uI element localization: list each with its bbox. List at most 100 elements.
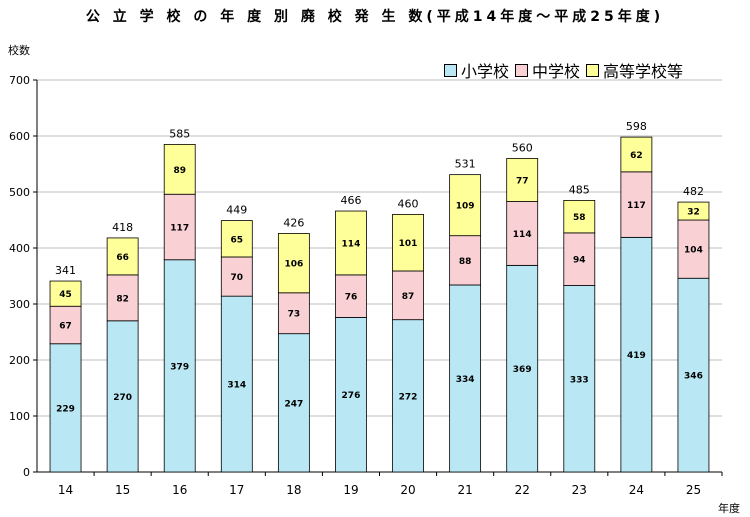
y-tick-label: 600 <box>9 130 30 143</box>
data-label-elementary: 333 <box>570 375 589 385</box>
total-label: 460 <box>398 197 419 210</box>
data-label-high-school: 101 <box>399 239 418 249</box>
total-label: 482 <box>683 185 704 198</box>
total-label: 560 <box>512 141 533 154</box>
x-tick-label: 18 <box>286 483 301 497</box>
y-tick-label: 100 <box>9 410 30 423</box>
bar-high-school <box>49 280 82 307</box>
x-tick-label: 25 <box>686 483 701 497</box>
y-tick-label: 200 <box>9 354 30 367</box>
x-tick-label: 17 <box>229 483 244 497</box>
data-label-junior-high: 104 <box>684 246 703 256</box>
data-label-elementary: 419 <box>627 351 646 361</box>
data-label-junior-high: 114 <box>513 230 532 240</box>
legend-item-elementary: 小学校 <box>444 58 509 82</box>
x-axis-label: 年度 <box>718 502 740 515</box>
legend-item-high-school: 高等学校等 <box>586 58 683 82</box>
data-label-elementary: 369 <box>513 365 532 375</box>
bar-elementary <box>163 259 196 473</box>
x-tick-label: 23 <box>572 483 587 497</box>
bar-junior-high <box>677 219 710 279</box>
bar-elementary <box>106 320 139 473</box>
y-tick-label: 300 <box>9 298 30 311</box>
bar-junior-high <box>620 171 653 238</box>
data-label-elementary: 229 <box>56 404 75 414</box>
legend-label-elementary: 小学校 <box>461 62 510 81</box>
data-label-high-school: 32 <box>687 208 700 218</box>
bar-elementary <box>620 236 653 473</box>
bar-high-school <box>392 213 424 272</box>
data-label-junior-high: 76 <box>345 293 358 303</box>
x-tick-label: 24 <box>629 483 644 497</box>
data-label-high-school: 109 <box>456 202 475 212</box>
bar-elementary <box>506 264 539 473</box>
bar-junior-high <box>220 256 253 297</box>
data-label-high-school: 65 <box>231 235 244 245</box>
x-tick-label: 20 <box>400 483 415 497</box>
x-tick-label: 15 <box>115 483 130 497</box>
data-label-junior-high: 88 <box>459 257 472 267</box>
data-label-junior-high: 67 <box>59 322 72 332</box>
legend-swatch-high-school <box>586 63 600 77</box>
data-label-elementary: 314 <box>227 381 246 391</box>
bar-junior-high <box>563 232 596 286</box>
chart-title: 公 立 学 校 の 年 度 別 廃 校 発 生 数(平成14年度～平成25年度) <box>85 9 665 25</box>
bar-elementary <box>449 284 482 473</box>
data-label-junior-high: 117 <box>170 224 189 234</box>
x-tick-label: 16 <box>172 483 187 497</box>
x-tick-label: 19 <box>343 483 358 497</box>
bar-elementary <box>277 333 310 473</box>
bar-high-school <box>677 201 710 221</box>
data-label-high-school: 106 <box>284 260 303 270</box>
total-label: 466 <box>340 194 361 207</box>
bar-high-school <box>563 199 596 234</box>
data-label-high-school: 77 <box>516 176 529 186</box>
data-label-elementary: 270 <box>113 393 132 403</box>
data-label-high-school: 62 <box>630 151 643 161</box>
x-tick-label: 14 <box>58 483 73 497</box>
total-label: 341 <box>55 264 76 277</box>
bar-junior-high <box>506 201 539 266</box>
legend: 小学校 中学校 高等学校等 <box>444 58 689 82</box>
bar-junior-high <box>106 274 139 322</box>
total-label: 585 <box>169 127 190 140</box>
x-tick-label: 21 <box>457 483 472 497</box>
legend-item-junior-high: 中学校 <box>515 58 580 82</box>
total-label: 426 <box>283 216 304 229</box>
bar-high-school <box>277 233 310 294</box>
total-label: 449 <box>226 204 247 217</box>
data-label-high-school: 114 <box>342 239 361 249</box>
y-tick-label: 700 <box>9 74 30 87</box>
bar-high-school <box>106 237 139 276</box>
data-label-junior-high: 117 <box>627 201 646 211</box>
total-label: 531 <box>455 158 476 171</box>
bar-high-school <box>449 174 482 237</box>
data-label-elementary: 276 <box>342 391 361 401</box>
bar-elementary <box>220 295 253 473</box>
legend-label-high-school: 高等学校等 <box>603 62 684 81</box>
y-tick-label: 0 <box>23 466 30 479</box>
data-label-elementary: 346 <box>684 372 703 382</box>
legend-swatch-junior-high <box>515 63 529 77</box>
bar-elementary <box>563 285 596 473</box>
bar-junior-high <box>277 292 310 335</box>
total-label: 485 <box>569 183 590 196</box>
data-label-high-school: 66 <box>116 253 129 263</box>
bar-high-school <box>620 136 653 173</box>
bar-high-school <box>163 143 196 195</box>
legend-swatch-elementary <box>444 63 457 77</box>
data-label-high-school: 45 <box>59 290 72 300</box>
y-tick-label: 500 <box>9 186 30 199</box>
bar-high-school <box>506 157 539 202</box>
bar-elementary <box>392 319 424 473</box>
y-tick-label: 400 <box>9 242 30 255</box>
legend-label-junior-high: 中学校 <box>532 62 581 81</box>
data-label-elementary: 272 <box>399 392 418 402</box>
data-label-elementary: 379 <box>170 362 189 372</box>
bar-junior-high <box>335 274 367 318</box>
data-label-junior-high: 87 <box>402 292 415 302</box>
bar-elementary <box>677 277 710 473</box>
data-label-junior-high: 82 <box>116 294 129 304</box>
bar-high-school <box>335 210 367 276</box>
